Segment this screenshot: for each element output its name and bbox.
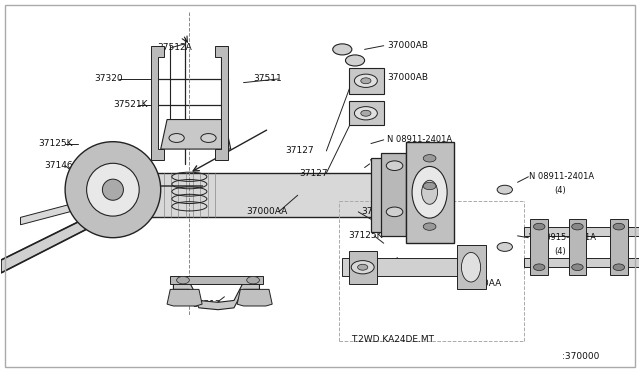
Polygon shape <box>20 199 91 225</box>
Circle shape <box>534 264 545 270</box>
Circle shape <box>355 74 378 87</box>
Text: W 08915-1401A: W 08915-1401A <box>370 159 436 169</box>
Polygon shape <box>349 251 378 284</box>
Polygon shape <box>524 227 639 236</box>
Text: T.2WD.KA24DE.MT: T.2WD.KA24DE.MT <box>351 335 433 344</box>
Polygon shape <box>349 68 384 94</box>
Text: 37000AA: 37000AA <box>246 207 288 217</box>
Circle shape <box>355 107 378 120</box>
Circle shape <box>572 264 583 270</box>
Circle shape <box>346 55 365 66</box>
Circle shape <box>201 134 216 142</box>
Polygon shape <box>237 289 272 306</box>
Text: 37146: 37146 <box>45 161 74 170</box>
Polygon shape <box>170 276 262 284</box>
Ellipse shape <box>65 142 161 238</box>
Text: :370000: :370000 <box>562 352 600 361</box>
Text: 37125K: 37125K <box>38 139 73 148</box>
Text: W 08915-1401A: W 08915-1401A <box>529 233 596 242</box>
Polygon shape <box>173 282 259 310</box>
Circle shape <box>169 134 184 142</box>
Polygon shape <box>406 142 454 243</box>
Polygon shape <box>610 219 628 275</box>
Circle shape <box>246 276 259 284</box>
Text: 37127: 37127 <box>300 169 328 177</box>
Circle shape <box>613 264 625 270</box>
Circle shape <box>534 223 545 230</box>
Circle shape <box>387 161 403 170</box>
Text: N 08911-2401A: N 08911-2401A <box>387 135 452 144</box>
Text: (4): (4) <box>396 174 408 183</box>
Circle shape <box>358 264 368 270</box>
Circle shape <box>613 223 625 230</box>
Ellipse shape <box>86 163 139 216</box>
Text: (4): (4) <box>554 247 566 256</box>
Polygon shape <box>161 119 231 149</box>
Circle shape <box>423 155 436 162</box>
Text: 37146: 37146 <box>349 253 378 263</box>
Circle shape <box>497 243 513 251</box>
Ellipse shape <box>422 180 438 204</box>
Text: 37511: 37511 <box>253 74 282 83</box>
Text: 37000AB: 37000AB <box>387 41 428 50</box>
Polygon shape <box>342 258 460 276</box>
Circle shape <box>333 44 352 55</box>
Text: 37521K: 37521K <box>113 100 147 109</box>
Text: 37320: 37320 <box>94 74 122 83</box>
Circle shape <box>423 182 436 190</box>
Ellipse shape <box>412 166 447 218</box>
Polygon shape <box>91 173 396 217</box>
Circle shape <box>423 223 436 230</box>
Polygon shape <box>167 289 202 306</box>
Circle shape <box>361 110 371 116</box>
Circle shape <box>387 207 403 217</box>
Text: 37127: 37127 <box>285 147 314 155</box>
Text: N 08911-2401A: N 08911-2401A <box>529 172 594 181</box>
Polygon shape <box>151 46 164 160</box>
Text: 37000AB: 37000AB <box>387 73 428 81</box>
Text: 37320: 37320 <box>362 207 390 217</box>
Circle shape <box>497 185 513 194</box>
Text: 37000AA: 37000AA <box>460 279 501 288</box>
Circle shape <box>177 276 189 284</box>
Circle shape <box>351 260 374 274</box>
Polygon shape <box>568 219 586 275</box>
Polygon shape <box>1 206 109 273</box>
Polygon shape <box>371 158 396 232</box>
Polygon shape <box>349 101 384 125</box>
Polygon shape <box>524 258 639 267</box>
Polygon shape <box>381 153 406 236</box>
Circle shape <box>361 78 371 84</box>
Text: (4): (4) <box>413 150 426 159</box>
Polygon shape <box>457 245 486 289</box>
Ellipse shape <box>461 253 481 282</box>
Polygon shape <box>215 46 228 160</box>
Text: 37512A: 37512A <box>157 43 192 52</box>
Text: 37125K: 37125K <box>349 231 383 240</box>
Text: (4): (4) <box>554 186 566 195</box>
Text: 37512: 37512 <box>193 300 221 309</box>
Circle shape <box>572 223 583 230</box>
Ellipse shape <box>102 179 124 200</box>
Polygon shape <box>531 219 548 275</box>
